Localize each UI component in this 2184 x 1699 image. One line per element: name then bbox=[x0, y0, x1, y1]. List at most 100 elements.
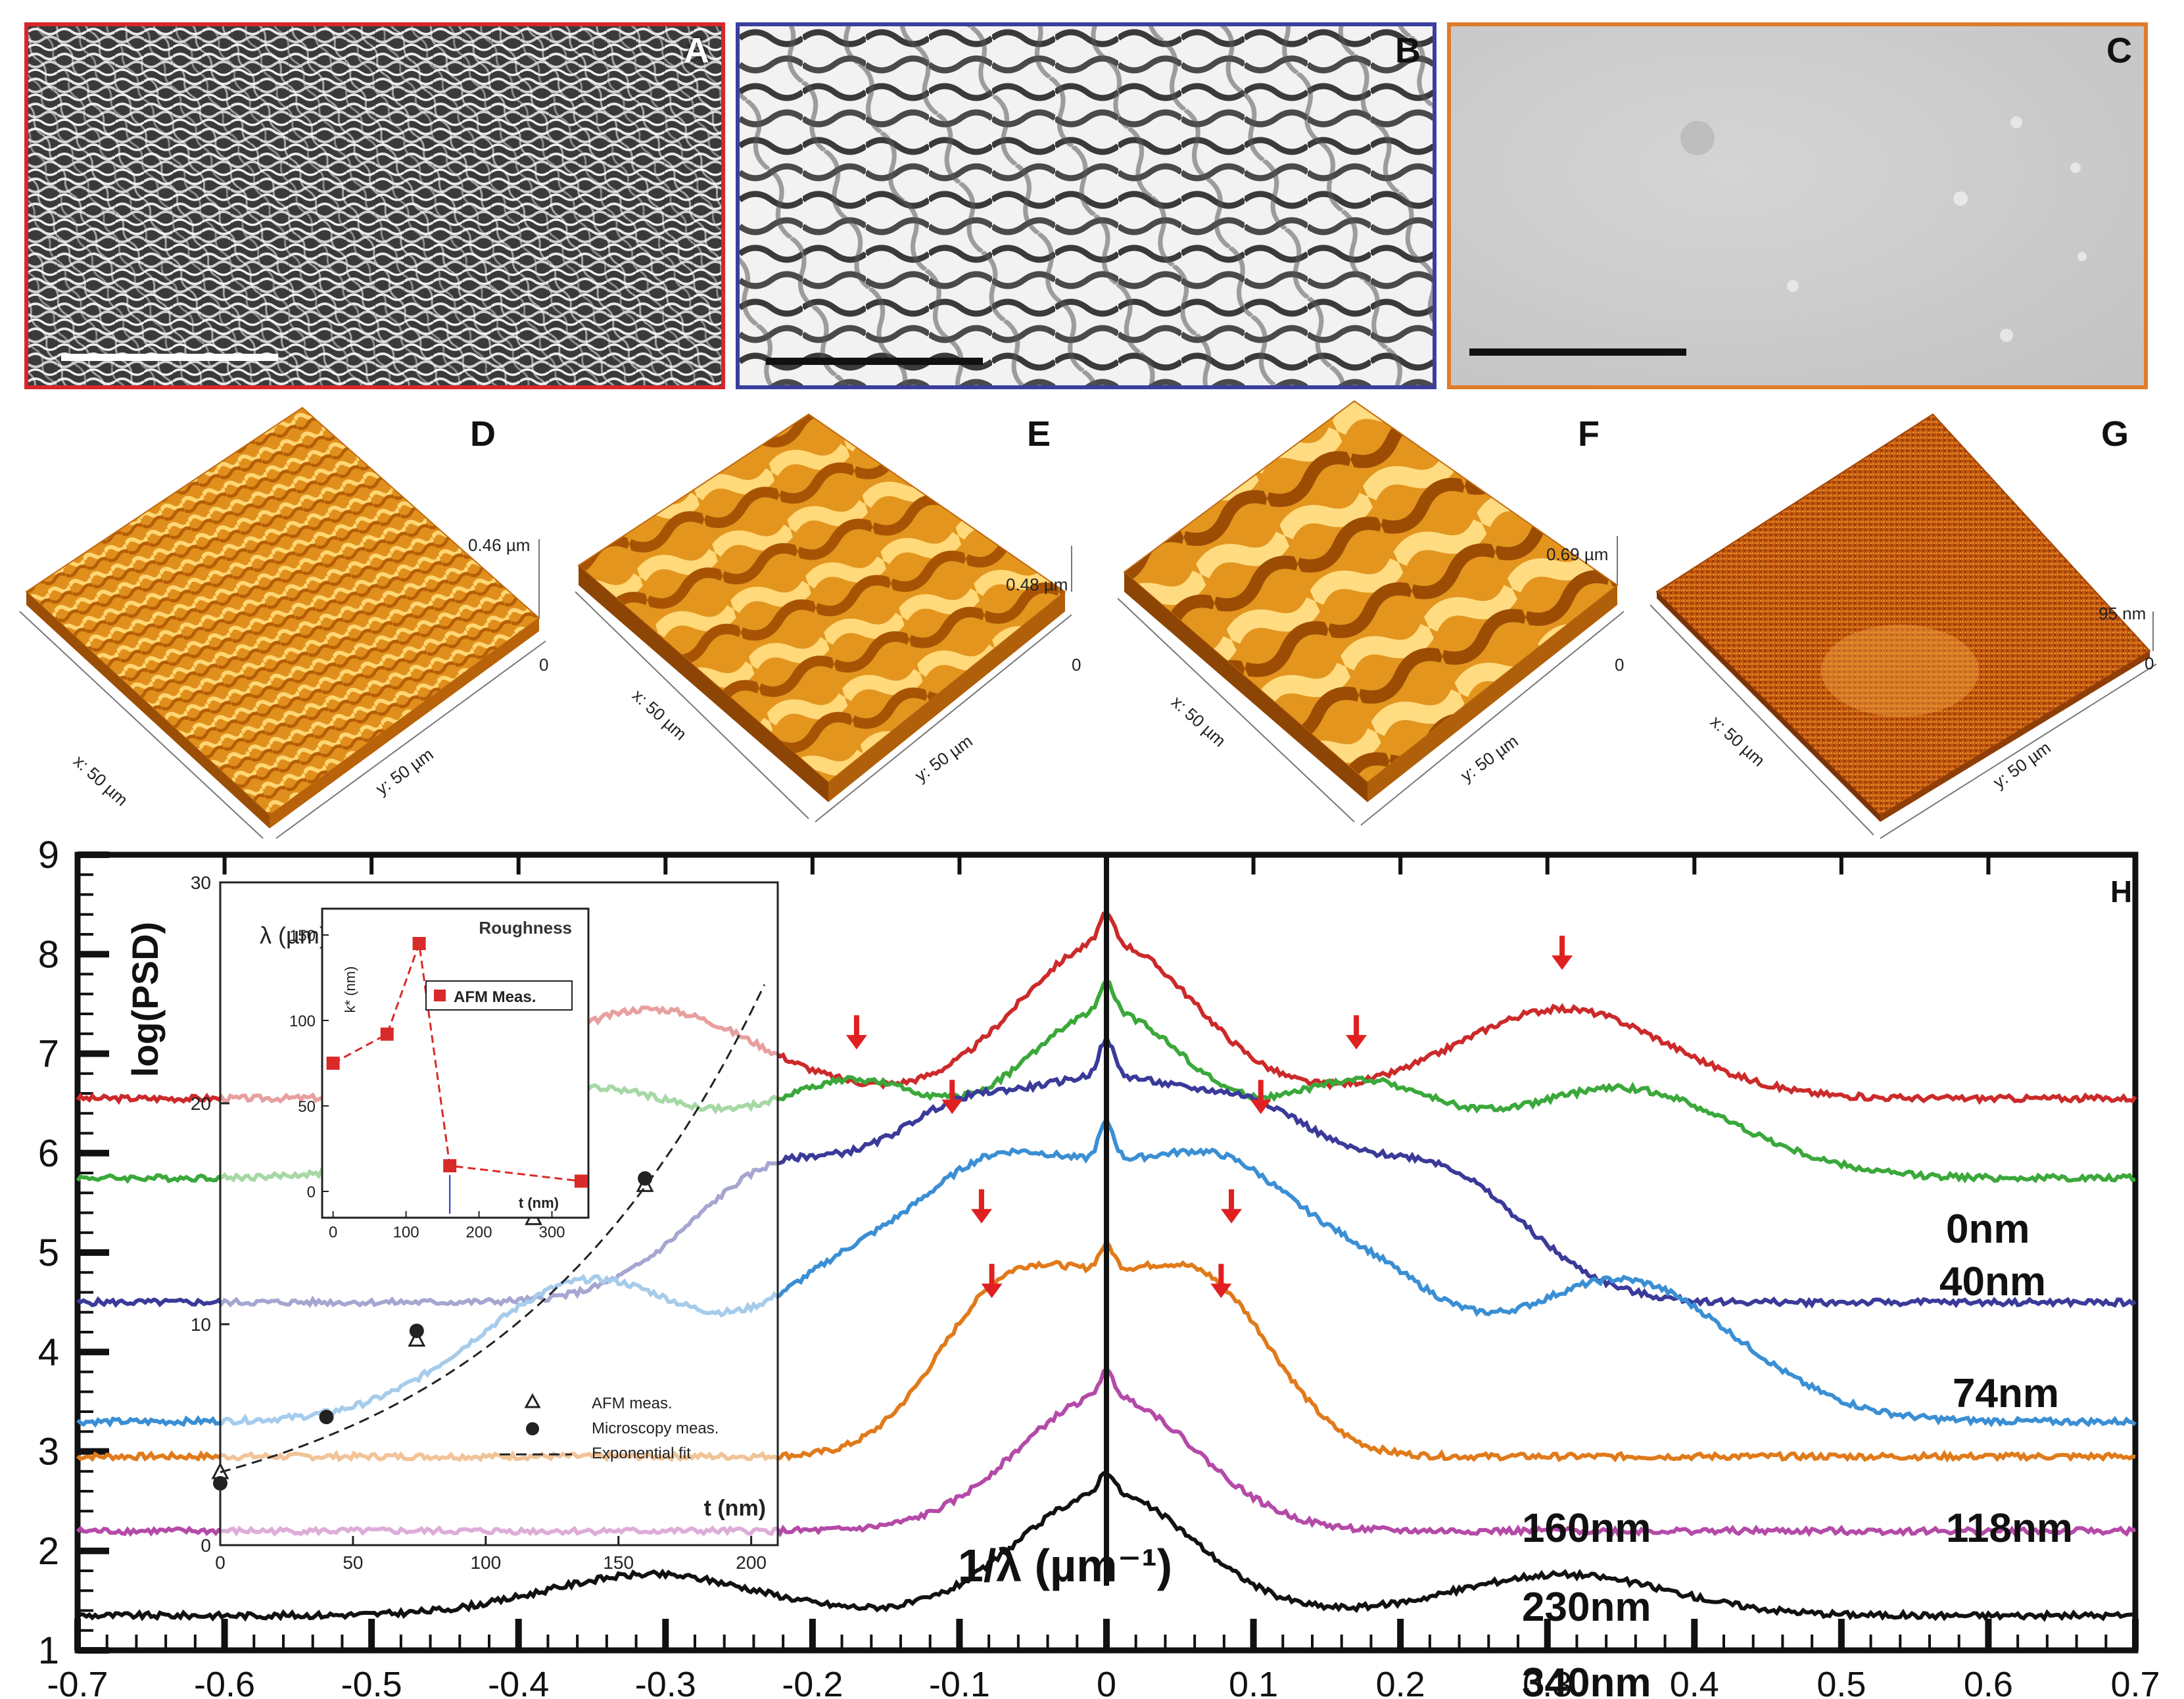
legend-afm: AFM meas. bbox=[592, 1395, 673, 1412]
rough-y-tick-label: 150 bbox=[289, 927, 316, 945]
lambda-inset: 0 50 100 150 200 0 10 20 30 λ (µm) t (nm) AFM me… bbox=[191, 873, 779, 1573]
y-tick-label: 7 bbox=[38, 1033, 59, 1076]
psd-curve-labels: 0nm 40nm 74nm 118nm 160nm 230nm 340nm bbox=[1522, 1207, 2073, 1699]
psd-x-axis-label: 1/λ (µm⁻¹) bbox=[958, 1540, 1172, 1591]
y-tick-label: 4 bbox=[38, 1331, 59, 1374]
y-tick-label: 8 bbox=[38, 933, 59, 976]
psd-ticks: -0.7 -0.6 -0.5 -0.4 -0.3 -0.2 -0.1 0 0.1 0.2 0.3 0.… bbox=[38, 834, 2160, 1699]
peak-arrow-head bbox=[970, 1208, 992, 1224]
peak-arrow-head bbox=[1552, 955, 1573, 970]
scale-bar-b bbox=[766, 358, 983, 365]
afm-d-xaxis: x: 50 µm bbox=[70, 751, 132, 809]
inset-y-tick-label: 30 bbox=[191, 873, 211, 893]
rough-x-tick-label: 100 bbox=[393, 1224, 419, 1241]
x-tick-label: -0.2 bbox=[782, 1665, 843, 1699]
inset-x-tick-label: 100 bbox=[470, 1552, 501, 1573]
curve-label-160nm: 160nm bbox=[1522, 1506, 1651, 1551]
microscopy-point bbox=[319, 1410, 334, 1425]
panel-c-micrograph: C bbox=[1447, 22, 2148, 389]
inset-x-tick-label: 50 bbox=[343, 1552, 363, 1573]
roughness-inset: 0 100 200 300 0 50 100 150 Roughness k* (nm) t … bbox=[289, 907, 590, 1241]
peak-arrow-head bbox=[981, 1283, 1003, 1299]
micrograph-a-image bbox=[28, 26, 721, 385]
y-tick-label: 3 bbox=[38, 1431, 59, 1473]
y-tick-label: 1 bbox=[38, 1629, 59, 1672]
peak-arrow-head bbox=[1210, 1283, 1232, 1299]
rough-x-tick-label: 200 bbox=[466, 1224, 492, 1241]
afm-g-zmin: 0 bbox=[2145, 654, 2154, 673]
panel-a-micrograph: A bbox=[24, 22, 725, 389]
x-tick-label: 0 bbox=[1097, 1665, 1116, 1699]
x-tick-label: -0.3 bbox=[635, 1665, 696, 1699]
roughness-point bbox=[443, 1159, 457, 1172]
afm-f-xaxis: x: 50 µm bbox=[1168, 692, 1230, 750]
micrograph-b-image bbox=[740, 26, 1433, 385]
peak-arrow-head bbox=[1346, 1035, 1367, 1050]
x-tick-label: 0.1 bbox=[1229, 1665, 1278, 1699]
x-tick-label: 0.6 bbox=[1964, 1665, 2013, 1699]
inset-y-tick-label: 20 bbox=[191, 1093, 211, 1114]
scale-bar-c bbox=[1469, 348, 1686, 356]
y-tick-label: 9 bbox=[38, 834, 59, 876]
roughness-x-label: t (nm) bbox=[519, 1195, 559, 1211]
afm-d-zmax: 0.46 µm bbox=[468, 535, 530, 555]
peak-arrow-head bbox=[1250, 1099, 1271, 1114]
afm-d-yaxis: y: 50 µm bbox=[372, 744, 437, 799]
x-tick-label: 0.4 bbox=[1670, 1665, 1719, 1699]
x-tick-label: 0.2 bbox=[1376, 1665, 1425, 1699]
roughness-point bbox=[412, 937, 426, 950]
micrograph-c-image bbox=[1451, 26, 2144, 385]
roughness-point bbox=[380, 1027, 394, 1041]
afm-e-zmax: 0.48 µm bbox=[1006, 575, 1068, 594]
afm-g-zmax: 95 nm bbox=[2099, 604, 2146, 623]
x-tick-label: -0.1 bbox=[929, 1665, 990, 1699]
panel-label-b: B bbox=[1395, 31, 1421, 70]
roughness-point bbox=[326, 1057, 340, 1070]
afm-g-xaxis: x: 50 µm bbox=[1707, 711, 1769, 770]
afm-f-zmax: 0.69 µm bbox=[1546, 544, 1608, 564]
rough-y-tick-label: 50 bbox=[298, 1098, 316, 1116]
curve-label-0nm: 0nm bbox=[1946, 1207, 2030, 1252]
legend-circle-marker bbox=[526, 1422, 539, 1435]
afm-f-zmin: 0 bbox=[1615, 655, 1624, 675]
lambda-inset-legend: AFM meas. Microscopy meas. Exponential f… bbox=[500, 1393, 719, 1462]
inset-y-tick-label: 0 bbox=[201, 1535, 211, 1556]
lambda-inset-x-label: t (nm) bbox=[704, 1496, 766, 1521]
panel-label-h: H bbox=[2110, 874, 2132, 909]
x-tick-label: 0.5 bbox=[1816, 1665, 1866, 1699]
panel-b-micrograph: B bbox=[736, 22, 1436, 389]
afm-e-zmin: 0 bbox=[1072, 655, 1081, 675]
inset-x-tick-label: 0 bbox=[215, 1552, 226, 1573]
inset-x-tick-label: 200 bbox=[736, 1552, 767, 1573]
x-tick-label: -0.5 bbox=[341, 1665, 402, 1699]
rough-x-tick-label: 300 bbox=[538, 1224, 565, 1241]
y-tick-label: 6 bbox=[38, 1132, 59, 1175]
curve-label-340nm: 340nm bbox=[1522, 1660, 1651, 1699]
afm-panel-d: 0.46 µm 0 x: 50 µm y: 50 µm D bbox=[19, 406, 548, 839]
x-tick-label: -0.4 bbox=[488, 1665, 549, 1699]
rough-y-tick-label: 0 bbox=[307, 1184, 316, 1201]
afm-panel-f: 0.69 µm 0 x: 50 µm y: 50 µm F bbox=[1117, 400, 1625, 826]
afm-panel-g: 95 nm 0 x: 50 µm y: 50 µm G bbox=[1650, 413, 2157, 839]
afm-d-zmin: 0 bbox=[539, 655, 548, 675]
panel-label-f: F bbox=[1578, 414, 1600, 454]
psd-peak-arrows bbox=[845, 936, 1573, 1299]
legend-microscopy: Microscopy meas. bbox=[592, 1420, 719, 1437]
inset-x-tick-label: 150 bbox=[603, 1552, 634, 1573]
afm-3d-row: 0.46 µm 0 x: 50 µm y: 50 µm D 0.48 µm 0 … bbox=[19, 400, 2157, 839]
afm-point bbox=[408, 1329, 426, 1347]
rough-x-tick-label: 0 bbox=[329, 1224, 337, 1241]
panel-label-g: G bbox=[2101, 414, 2129, 454]
rough-y-tick-label: 100 bbox=[289, 1013, 316, 1030]
roughness-point bbox=[574, 1174, 588, 1188]
peak-arrow-head bbox=[941, 1099, 963, 1114]
legend-triangle-marker bbox=[524, 1393, 541, 1408]
peak-arrow-head bbox=[845, 1035, 867, 1050]
x-tick-label: -0.7 bbox=[47, 1665, 108, 1699]
exponential-fit-line bbox=[220, 984, 766, 1473]
curve-label-40nm: 40nm bbox=[1939, 1259, 2046, 1304]
x-tick-label: -0.6 bbox=[194, 1665, 255, 1699]
curve-label-74nm: 74nm bbox=[1953, 1371, 2059, 1416]
y-tick-label: 5 bbox=[38, 1232, 59, 1274]
afm-panel-e: 0.48 µm 0 x: 50 µm y: 50 µm E bbox=[575, 413, 1081, 823]
